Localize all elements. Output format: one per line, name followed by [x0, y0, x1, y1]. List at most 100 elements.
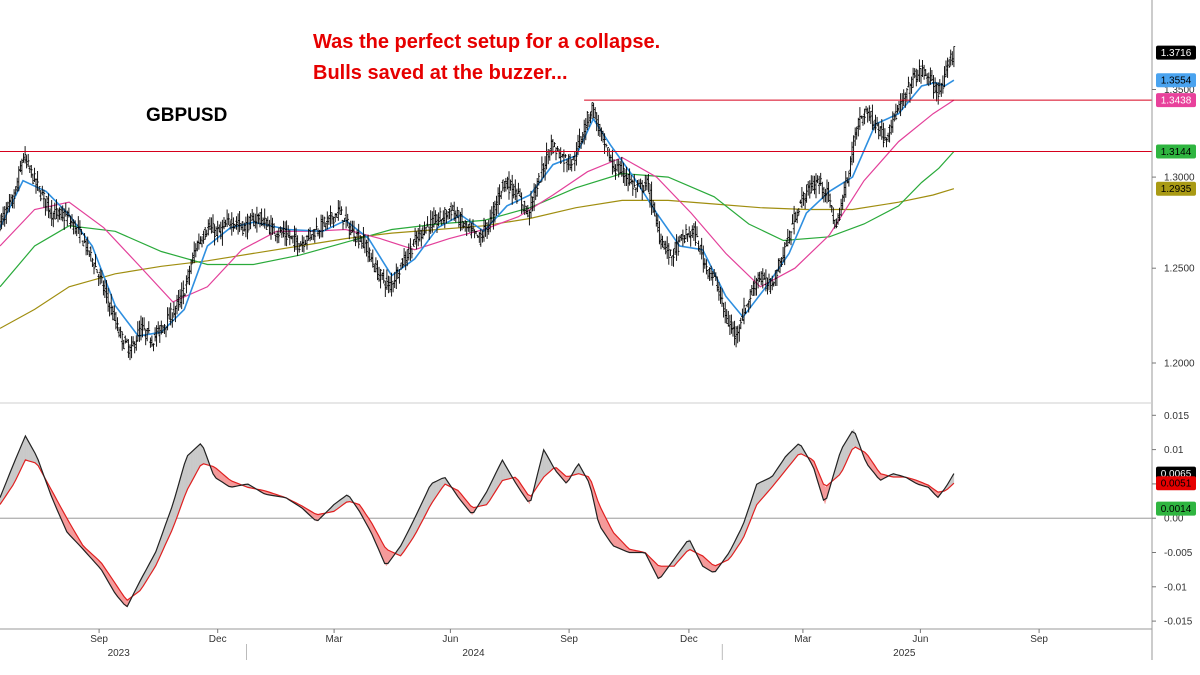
- ohlc-bar: [6, 201, 10, 213]
- last-value-tag-label: 1.3716: [1161, 48, 1192, 59]
- ohlc-bar: [296, 235, 299, 256]
- ohlc-bar: [435, 214, 439, 233]
- ohlc-bar: [878, 126, 882, 137]
- ohlc-bar: [681, 229, 685, 247]
- ohlc-bar: [556, 146, 559, 152]
- ohlc-bar: [780, 257, 783, 267]
- ohlc-bar: [254, 213, 257, 229]
- ohlc-bar: [382, 269, 385, 284]
- last-value-tag: 1.2935: [1156, 181, 1196, 196]
- ohlc-bar: [448, 208, 451, 220]
- ohlc-bar: [174, 306, 177, 323]
- month-label: Sep: [90, 634, 108, 645]
- ohlc-bar: [495, 195, 498, 216]
- ohlc-bar: [944, 60, 948, 78]
- last-value-tag: 1.3554: [1156, 73, 1196, 88]
- ohlc-bar: [341, 219, 345, 230]
- ohlc-bar: [850, 141, 854, 166]
- ohlc-bar: [238, 211, 241, 233]
- ohlc-bar: [410, 248, 414, 259]
- ohlc-bar: [797, 208, 801, 216]
- ohlc-bar: [716, 276, 719, 292]
- ohlc-bar: [103, 279, 107, 298]
- ohlc-bar: [622, 162, 625, 184]
- ohlc-bar: [501, 179, 505, 192]
- ohlc-bar: [758, 271, 761, 283]
- ohlc-bar: [711, 271, 714, 286]
- ohlc-bar: [578, 128, 581, 148]
- ohlc-bar: [777, 258, 780, 272]
- ohlc-bar: [662, 240, 666, 250]
- ohlc-bar: [227, 213, 230, 225]
- ohlc-bar: [485, 222, 489, 239]
- ohlc-bar: [456, 206, 459, 218]
- ohlc-bar: [637, 179, 641, 185]
- ohlc-bar: [676, 236, 680, 256]
- ohlc-bar: [310, 233, 313, 240]
- ohlc-bar: [434, 210, 437, 224]
- ohlc-bar: [55, 199, 58, 219]
- ohlc-bar: [935, 82, 938, 102]
- ohlc-bar: [695, 226, 699, 238]
- ohlc-bar: [368, 247, 371, 262]
- ohlc-bar: [228, 220, 232, 230]
- ohlc-bar: [568, 153, 572, 171]
- year-label: 2024: [462, 648, 485, 659]
- year-label: 2023: [108, 648, 131, 659]
- ohlc-bar: [291, 235, 295, 244]
- ohlc-bar: [800, 187, 804, 209]
- ohlc-bar: [188, 265, 191, 286]
- ohlc-bar: [587, 113, 591, 127]
- ohlc-bar: [337, 200, 340, 221]
- ohlc-bar: [689, 231, 692, 247]
- ohlc-bar: [703, 258, 707, 269]
- ohlc-bar: [700, 237, 703, 260]
- ohlc-bar: [708, 267, 711, 281]
- ohlc-bar: [233, 223, 237, 229]
- oscillator-fast-line: [0, 430, 955, 608]
- ohlc-bar: [792, 205, 796, 235]
- ohlc-bar: [888, 124, 891, 143]
- last-value-tag: 0.0051: [1156, 476, 1196, 491]
- ohlc-bar: [631, 179, 635, 196]
- ohlc-bar: [415, 231, 418, 250]
- last-value-tag-label: 1.3144: [1161, 147, 1192, 158]
- ohlc-bar: [351, 220, 354, 233]
- ohlc-bar: [618, 161, 622, 175]
- ohlc-bar: [634, 187, 638, 198]
- ohlc-bar: [275, 230, 279, 244]
- ohlc-bar: [266, 216, 270, 228]
- ohlc-bar: [263, 208, 266, 229]
- ohlc-bar: [866, 107, 869, 123]
- last-value-tag-box: [1156, 45, 1196, 60]
- ohlc-bar: [748, 289, 752, 309]
- ohlc-bar: [462, 221, 465, 229]
- ohlc-bar: [824, 188, 827, 203]
- ohlc-bar: [210, 217, 213, 234]
- ohlc-bar: [720, 288, 724, 307]
- ohlc-bar: [539, 181, 542, 183]
- oscillator-fill-segment: [188, 452, 191, 488]
- ohlc-bar: [431, 211, 434, 233]
- last-value-tag-label: 0.0065: [1161, 469, 1192, 480]
- ohlc-bar: [791, 214, 794, 225]
- ohlc-bar: [53, 202, 57, 220]
- ohlc-bar: [783, 242, 786, 266]
- ohlc-bar: [67, 207, 71, 218]
- ohlc-bar: [197, 233, 201, 250]
- ohlc-bar: [373, 264, 376, 273]
- ohlc-bar: [457, 210, 461, 228]
- ohlc-bar: [108, 302, 111, 317]
- ohlc-bar: [814, 173, 818, 199]
- ohlc-bar: [426, 216, 429, 227]
- ohlc-bar: [171, 312, 174, 328]
- ohlc-bar: [26, 154, 30, 168]
- last-value-tags: 1.37161.35541.34381.31441.29350.00650.00…: [1156, 45, 1196, 516]
- ohlc-bar: [100, 270, 104, 284]
- ohlc-bar: [44, 198, 47, 216]
- ohlc-bar: [379, 268, 382, 289]
- ohlc-bar: [683, 235, 686, 244]
- ohlc-bar: [722, 302, 725, 318]
- osc-tick-label: -0.005: [1164, 548, 1193, 559]
